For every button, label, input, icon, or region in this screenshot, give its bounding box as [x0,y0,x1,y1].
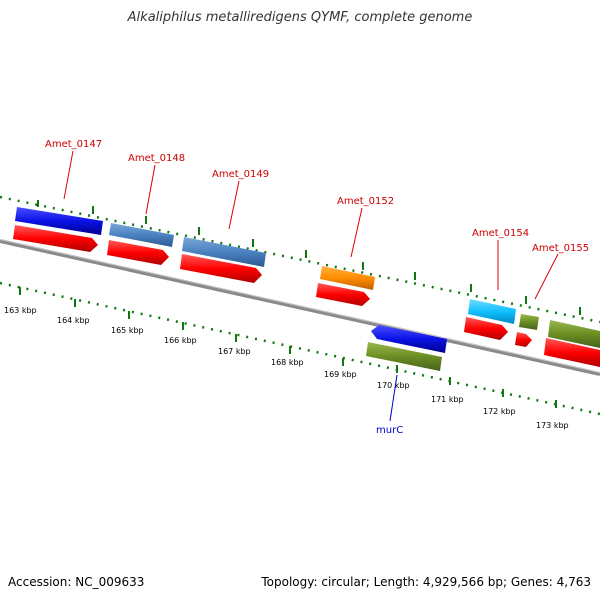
feature-blocks-upper [15,207,600,348]
gene-block-amet-0154[interactable] [468,299,516,324]
accession-text: Accession: NC_009633 [8,575,145,589]
gene-label-amet-0152[interactable]: Amet_0152 [337,196,394,207]
gene-label-amet-0155[interactable]: Amet_0155 [532,243,589,254]
leader-amet-0149 [228,180,240,230]
topology-text: Topology: circular; Length: 4,929,566 bp… [261,575,591,589]
cds-arrow-amet-0154[interactable] [464,317,508,340]
gene-block-amet-0155[interactable] [519,314,539,330]
scale-label-168: 168 kbp [271,358,304,367]
lower-scale-track: 163 kbp 164 kbp 165 kbp 166 kbp 167 kbp … [0,281,600,430]
cds-arrow-amet-0149[interactable] [180,254,262,283]
gene-label-murc[interactable]: murC [376,425,403,436]
gene-block-amet-0147[interactable] [15,207,103,235]
scale-label-165: 165 kbp [111,326,144,335]
reverse-strand-genes [366,325,447,371]
cds-arrows-forward [13,225,600,367]
gene-label-amet-0149[interactable]: Amet_0149 [212,169,269,180]
scale-label-172: 172 kbp [483,407,516,416]
gene-label-amet-0147[interactable]: Amet_0147 [45,139,102,150]
gene-block-amet-0148[interactable] [109,223,174,247]
leader-murc [389,374,398,422]
genome-title: Alkaliphilus metalliredigens QYMF, compl… [127,10,473,25]
gene-labels: Amet_0147 Amet_0148 Amet_0149 Amet_0152 … [45,139,589,436]
leader-amet-0147 [63,150,74,200]
label-leader-lines [63,150,559,422]
scale-label-170: 170 kbp [377,381,410,390]
genome-backbone-highlight [0,239,600,373]
scale-label-171: 171 kbp [431,395,464,404]
leader-amet-0152 [350,207,363,258]
upper-dotted-line [0,195,600,324]
gene-block-murc[interactable] [366,342,442,371]
scale-label-167: 167 kbp [218,347,251,356]
upper-major-ticks [37,200,581,315]
cds-arrow-right-edge[interactable] [544,338,600,367]
scale-label-166: 166 kbp [164,336,197,345]
lower-major-ticks [19,287,557,408]
gene-block-right-edge[interactable] [548,320,600,348]
cds-arrow-amet-0152[interactable] [316,283,370,306]
gene-label-amet-0154[interactable]: Amet_0154 [472,228,529,239]
cds-arrow-amet-0155[interactable] [515,332,532,347]
scale-label-173: 173 kbp [536,421,569,430]
cds-arrow-amet-0148[interactable] [107,240,169,265]
scale-label-169: 169 kbp [324,370,357,379]
cds-arrow-murc[interactable] [371,325,447,353]
gene-block-amet-0149[interactable] [182,237,266,267]
upper-tick-track [0,195,600,324]
gene-block-amet-0152[interactable] [320,266,375,290]
scale-label-163: 163 kbp [4,306,37,315]
scale-labels: 163 kbp 164 kbp 165 kbp 166 kbp 167 kbp … [4,306,569,430]
leader-amet-0148 [145,164,156,215]
cds-arrow-amet-0147[interactable] [13,225,98,252]
genome-backbone [0,239,600,376]
leader-amet-0155 [534,253,559,300]
gene-label-amet-0148[interactable]: Amet_0148 [128,153,185,164]
lower-dotted-line [0,281,600,416]
scale-label-164: 164 kbp [57,316,90,325]
